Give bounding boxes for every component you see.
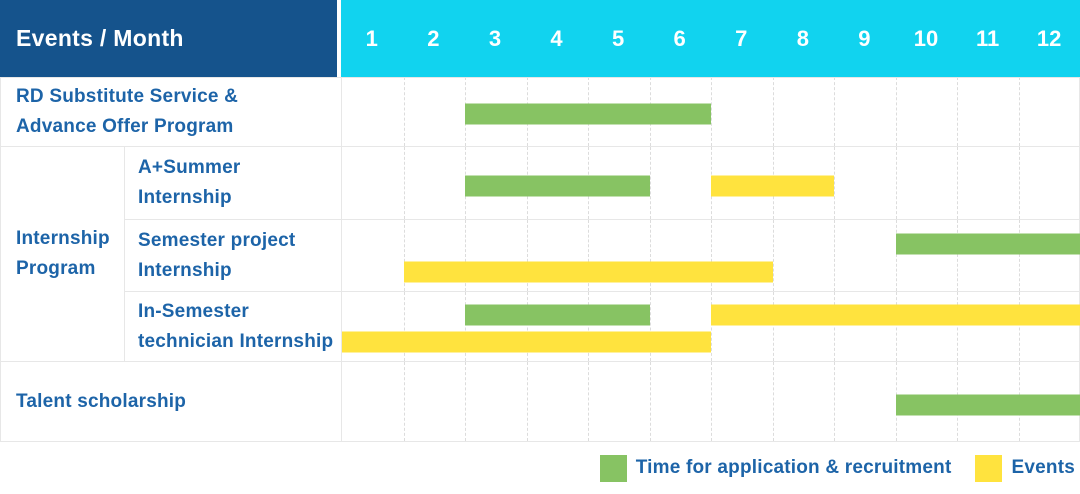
month-label-12: 12 [1036, 26, 1062, 51]
month-gridline [465, 220, 466, 291]
row-label-talent-scholarship: Talent scholarship [0, 362, 341, 442]
month-gridline [403, 362, 405, 441]
month-gridline [403, 147, 405, 219]
row-label-text: Semester project Internship [138, 229, 296, 281]
month-gridline [649, 362, 651, 441]
month-gridline [834, 147, 835, 219]
month-label-1: 1 [365, 26, 378, 51]
events-month-schedule-table: Events / Month 1 2 3 4 5 6 7 8 9 10 11 12 RD Substi… [0, 0, 1080, 442]
legend-label-application-recruitment: Time for application & recruitment [635, 457, 952, 478]
month-gridline [465, 292, 466, 361]
month-label-8: 8 [796, 26, 809, 51]
month-gridline [772, 362, 774, 441]
month-label-7: 7 [735, 26, 748, 51]
month-gridline [834, 77, 835, 146]
row-chart-a-summer-internship [341, 147, 1080, 220]
month-gridline [588, 362, 589, 441]
month-label-10: 10 [913, 26, 939, 51]
month-gridline [1018, 77, 1020, 146]
row-label-text: RD Substitute Service & Advance Offer Pr… [16, 85, 239, 137]
row-label-text: Talent scholarship [16, 390, 187, 412]
month-gridline [957, 220, 958, 291]
legend-label-events: Events [1011, 457, 1075, 478]
month-gridline [772, 292, 774, 361]
row-label-text: A+Summer Internship [138, 157, 241, 208]
month-gridline [895, 77, 897, 146]
month-gridline [957, 147, 958, 219]
month-label-9: 9 [858, 26, 871, 51]
month-gridline [649, 147, 651, 219]
events-bar [403, 261, 773, 283]
month-header-row: 1 2 3 4 5 6 7 8 9 10 11 12 [341, 0, 1080, 77]
table-header-title: Events / Month [16, 25, 184, 51]
legend: Time for application & recruitment Event… [0, 442, 1080, 494]
row-chart-rd-substitute-service [341, 77, 1080, 147]
month-gridline [834, 362, 835, 441]
row-label-semester-project-internship: Semester project Internship [125, 220, 341, 292]
row-label-rd-substitute-service: RD Substitute Service & Advance Offer Pr… [0, 77, 341, 147]
month-label-5: 5 [611, 26, 625, 51]
row-label-text: In-Semester technician Internship [138, 300, 334, 352]
month-label-6: 6 [673, 26, 686, 51]
month-gridline [895, 292, 897, 361]
month-gridline [1018, 292, 1020, 361]
row-label-a-summer-internship: A+Summer Internship [125, 147, 341, 220]
month-gridline [772, 77, 774, 146]
application-recruitment-bar [895, 394, 1080, 416]
application-recruitment-bar [465, 175, 650, 197]
month-gridline [526, 292, 528, 361]
row-chart-talent-scholarship [341, 362, 1080, 442]
legend-swatch-events [975, 454, 1003, 482]
month-gridline [403, 292, 405, 361]
application-recruitment-bar [465, 304, 650, 326]
month-gridline [711, 362, 712, 441]
month-label-11: 11 [975, 26, 1000, 51]
group-label-internship-program: Internship Program [0, 147, 125, 362]
row-label-in-semester-technician-internship: In-Semester technician Internship [125, 292, 341, 362]
month-gridline [772, 220, 774, 291]
month-gridline [649, 220, 651, 291]
month-label-4: 4 [550, 26, 563, 51]
events-bar [711, 175, 834, 197]
month-gridline [895, 147, 897, 219]
events-bar [342, 331, 711, 353]
month-gridline [895, 220, 897, 291]
month-label-2: 2 [427, 26, 440, 51]
events-bar [711, 304, 1080, 326]
month-label-3: 3 [488, 26, 502, 51]
group-label-text: Internship Program [16, 228, 110, 279]
month-gridline [1018, 220, 1020, 291]
month-gridline [711, 220, 712, 291]
month-gridline [588, 292, 589, 361]
month-gridline [834, 292, 835, 361]
month-gridline [526, 220, 528, 291]
month-gridline [834, 220, 835, 291]
month-gridline [403, 220, 405, 291]
table-header-cell: Events / Month [0, 0, 341, 77]
month-gridline [403, 77, 405, 146]
month-gridline [711, 292, 712, 361]
legend-swatch-application-recruitment [599, 454, 627, 482]
application-recruitment-bar [895, 233, 1080, 255]
month-gridline [465, 362, 466, 441]
application-recruitment-bar [465, 103, 711, 125]
month-gridline [957, 77, 958, 146]
month-gridline [649, 292, 651, 361]
month-gridline [588, 220, 589, 291]
row-chart-semester-project-internship [341, 220, 1080, 292]
month-gridline [1018, 147, 1020, 219]
month-gridline [711, 77, 712, 146]
month-gridline [526, 362, 528, 441]
row-chart-in-semester-technician-internship [341, 292, 1080, 362]
month-gridline [957, 292, 958, 361]
